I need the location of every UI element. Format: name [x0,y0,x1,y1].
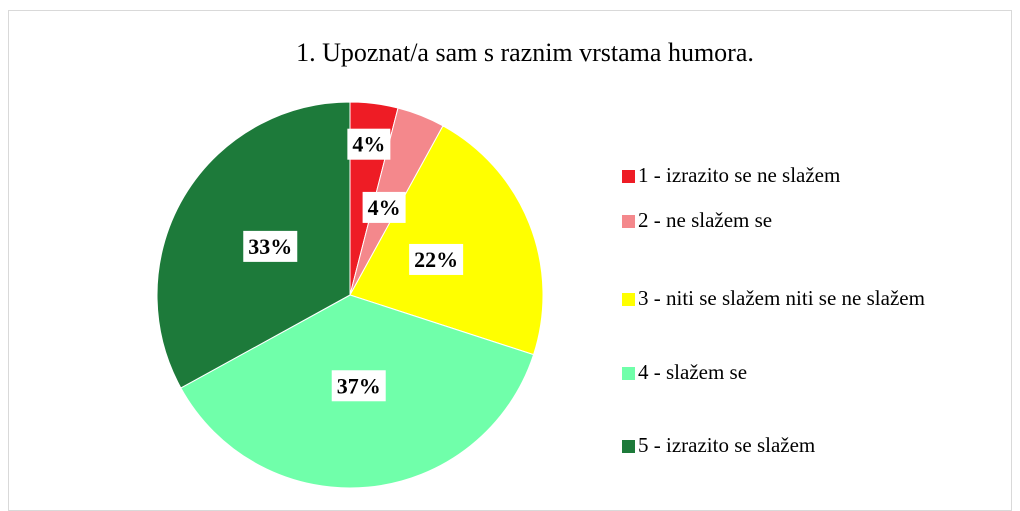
legend-label: 5 - izrazito se slažem [638,433,815,457]
legend-swatch [622,170,635,183]
data-label: 4% [352,132,385,157]
legend-label: 3 - niti se slažem niti se ne slažem [638,286,925,310]
data-label: 33% [248,234,292,259]
legend-swatch [622,293,635,306]
legend-swatch [622,440,635,453]
data-label-box [362,191,406,223]
data-label: 4% [368,195,401,220]
legend-label: 2 - ne slažem se [638,208,772,232]
data-label-box [243,230,298,262]
pie-slice [349,125,544,356]
legend-label: 1 - izrazito se ne slažem [638,163,840,187]
data-label: 22% [414,247,458,272]
legend-swatch [622,215,635,228]
data-label-box [331,370,386,402]
data-label-box [409,243,464,275]
chart-title: 1. Upoznat/a sam s raznim vrstama humora… [296,38,754,67]
legend-label: 4 - slažem se [638,360,747,384]
data-label-box [347,128,391,160]
legend-swatch [622,367,635,380]
data-label: 37% [337,373,381,398]
